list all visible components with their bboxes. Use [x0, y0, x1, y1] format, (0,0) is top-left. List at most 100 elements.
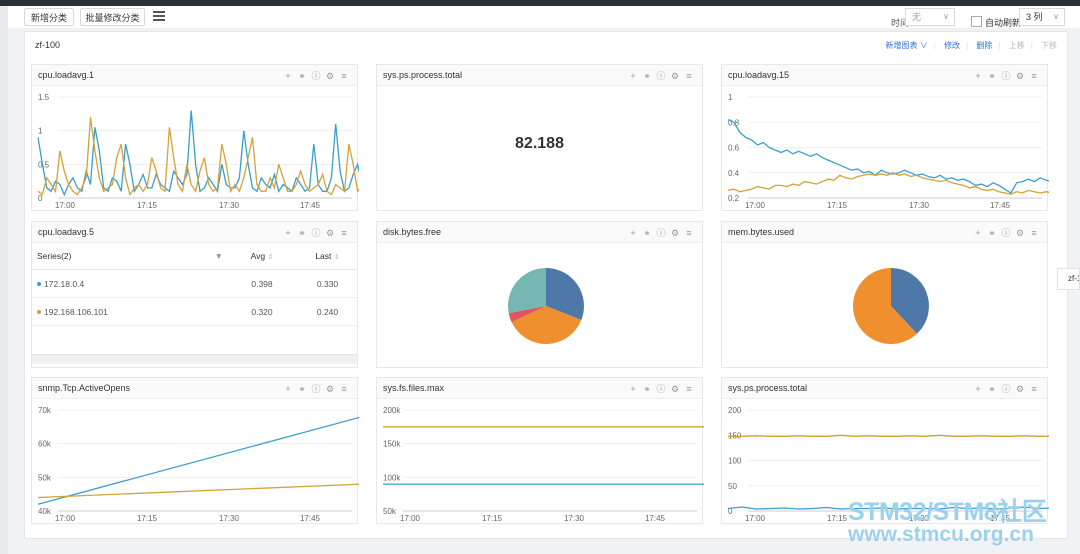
y-tick-label: 70k [38, 406, 52, 415]
plus-icon[interactable]: + [285, 228, 291, 238]
link-icon[interactable]: ⚭ [643, 384, 651, 394]
menu-icon[interactable]: ≡ [341, 71, 347, 81]
plus-icon[interactable]: + [285, 71, 291, 81]
table-row[interactable]: 192.168.106.101 0.320 0.240 [32, 297, 357, 326]
gear-icon[interactable]: ⚙ [1015, 228, 1025, 238]
gear-icon[interactable]: ⚙ [670, 384, 680, 394]
gear-icon[interactable]: ⚙ [670, 228, 680, 238]
info-icon[interactable]: ⓘ [656, 384, 666, 394]
auto-refresh-checkbox[interactable] [971, 16, 982, 27]
series-color-dot [37, 282, 41, 287]
pie-chart [852, 268, 929, 344]
y-tick-label: 100k [383, 473, 401, 482]
chart-panel: mem.bytes.used + ⚭ ⓘ ⚙ ≡ [721, 221, 1048, 368]
link-icon[interactable]: ⚭ [298, 71, 306, 81]
list-view-icon[interactable] [153, 11, 165, 22]
y-tick-label: 0 [38, 194, 43, 203]
menu-icon[interactable]: ≡ [341, 384, 347, 394]
avg-column-header[interactable]: Avg [250, 250, 266, 261]
side-tab[interactable]: zf-1 [1057, 268, 1080, 290]
menu-icon[interactable]: ≡ [1031, 228, 1037, 238]
gear-icon[interactable]: ⚙ [1015, 71, 1025, 81]
chart-panel: cpu.loadavg.5 + ⚭ ⓘ ⚙ ≡ Series(2) ▼ Avg ⇕ Last… [31, 221, 358, 368]
table-row[interactable]: 172.18.0.4 0.398 0.330 [32, 269, 357, 298]
filter-icon[interactable]: ▼ [214, 250, 223, 261]
gear-icon[interactable]: ⚙ [325, 384, 335, 394]
link-icon[interactable]: ⚭ [988, 384, 996, 394]
columns-select[interactable]: 3 列 ∨ [1019, 8, 1065, 26]
y-tick-label: 40k [38, 507, 52, 516]
panel-header: mem.bytes.used + ⚭ ⓘ ⚙ ≡ [722, 222, 1047, 243]
link-icon[interactable]: ⚭ [298, 384, 306, 394]
panel-title: mem.bytes.used [728, 227, 795, 237]
move-up-link[interactable]: 上移 [1008, 41, 1025, 50]
horizontal-scrollbar[interactable] [32, 354, 357, 364]
chart-panel: sys.ps.process.total + ⚭ ⓘ ⚙ ≡ 82.188 [376, 64, 703, 211]
series-name: 192.168.106.101 [44, 306, 108, 317]
chevron-down-icon: ∨ [943, 12, 949, 21]
menu-icon[interactable]: ≡ [686, 228, 692, 238]
menu-icon[interactable]: ≡ [1031, 384, 1037, 394]
add-chart-link[interactable]: 新增图表 ∨ [885, 41, 928, 50]
info-icon[interactable]: ⓘ [1001, 71, 1011, 81]
y-tick-label: 0.6 [728, 144, 740, 153]
info-icon[interactable]: ⓘ [656, 228, 666, 238]
menu-icon[interactable]: ≡ [686, 71, 692, 81]
gear-icon[interactable]: ⚙ [1015, 384, 1025, 394]
delete-group-link[interactable]: 删除 [976, 41, 993, 50]
info-icon[interactable]: ⓘ [311, 228, 321, 238]
edit-group-link[interactable]: 修改 [944, 41, 961, 50]
plus-icon[interactable]: + [630, 384, 636, 394]
info-icon[interactable]: ⓘ [656, 71, 666, 81]
gear-icon[interactable]: ⚙ [325, 71, 335, 81]
plus-icon[interactable]: + [285, 384, 291, 394]
link-icon[interactable]: ⚭ [988, 71, 996, 81]
info-icon[interactable]: ⓘ [311, 384, 321, 394]
plus-icon[interactable]: + [975, 228, 981, 238]
x-tick-label: 17:30 [909, 514, 930, 523]
link-icon[interactable]: ⚭ [643, 71, 651, 81]
y-tick-label: 0 [728, 507, 733, 516]
group-actions: 新增图表 ∨ | 修改 | 删除 | 上移 | 下移 [885, 41, 1057, 50]
plus-icon[interactable]: + [975, 384, 981, 394]
sort-icon[interactable]: ⇕ [333, 253, 340, 261]
info-icon[interactable]: ⓘ [1001, 228, 1011, 238]
line-chart: 50k 100k 150k 200k 17:00 17:15 17:30 17:45 [383, 406, 704, 523]
series-line [727, 119, 1049, 194]
x-tick-label: 17:15 [137, 514, 158, 523]
series-line [37, 117, 359, 197]
menu-icon[interactable]: ≡ [341, 228, 347, 238]
plus-icon[interactable]: + [975, 71, 981, 81]
panel-title: sys.fs.files.max [383, 383, 445, 393]
move-down-link[interactable]: 下移 [1041, 41, 1057, 50]
pie-slice [508, 306, 546, 323]
info-icon[interactable]: ⓘ [311, 71, 321, 81]
link-icon[interactable]: ⚭ [298, 228, 306, 238]
menu-icon[interactable]: ≡ [686, 384, 692, 394]
watermark-line2: www.stmcu.org.cn [848, 523, 1034, 546]
gear-icon[interactable]: ⚙ [670, 71, 680, 81]
series-color-dot [37, 310, 41, 315]
x-tick-label: 17:00 [745, 514, 766, 523]
avg-value: 0.320 [227, 297, 292, 326]
last-column-header[interactable]: Last [315, 250, 332, 261]
series-line [37, 110, 359, 197]
link-icon[interactable]: ⚭ [988, 228, 996, 238]
panel-header: cpu.loadavg.15 + ⚭ ⓘ ⚙ ≡ [722, 65, 1047, 86]
time-select[interactable]: 无 ∨ [905, 8, 955, 26]
sort-icon[interactable]: ⇕ [267, 253, 274, 261]
plus-icon[interactable]: + [630, 71, 636, 81]
plus-icon[interactable]: + [630, 228, 636, 238]
gear-icon[interactable]: ⚙ [325, 228, 335, 238]
add-category-button[interactable]: 新增分类 [24, 8, 74, 26]
batch-edit-category-button[interactable]: 批量修改分类 [80, 8, 145, 26]
x-tick-label: 17:00 [55, 201, 76, 210]
watermark: STM32/STM8社区 www.stmcu.org.cn [848, 490, 1076, 552]
panel-title: sys.ps.process.total [383, 70, 463, 80]
info-icon[interactable]: ⓘ [1001, 384, 1011, 394]
line-chart: 40k 50k 60k 70k 17:00 17:15 17:30 17:45 [37, 406, 359, 523]
toolbar: 新增分类 批量修改分类 时间: 无 ∨ 自动刷新 3 列 ∨ [8, 6, 1080, 28]
link-icon[interactable]: ⚭ [643, 228, 651, 238]
menu-icon[interactable]: ≡ [1031, 71, 1037, 81]
